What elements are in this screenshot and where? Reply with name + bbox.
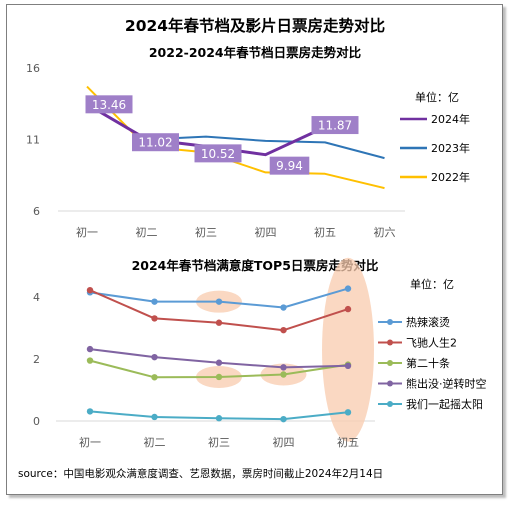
chart2-data-point [86,286,94,294]
chart1-data-label: 11.02 [138,136,172,150]
chart2-data-point [280,326,287,334]
chart2-x-tick-label: 初二 [144,435,166,449]
chart1-x-tick-label: 初二 [136,225,158,239]
chart2-legend-label: 热辣滚烫 [406,315,450,329]
chart1-x-tick-label: 初六 [374,225,396,239]
chart1-x-tick-label: 初一 [76,225,98,239]
chart2-legend-marker [387,380,393,387]
chart2-data-point [280,371,287,378]
chart2-title: 2024年春节档满意度TOP5日票房走势对比 [132,258,379,273]
chart2-y-tick-label: 4 [33,291,40,304]
chart1-data-label-box [85,95,133,114]
chart2-data-point [280,304,287,311]
chart2-data-point [215,319,223,326]
chart2-data-point [344,305,352,313]
chart1-legend-label: 2022年 [431,170,470,184]
chart2-x-tick-label: 初一 [79,435,101,449]
chart1-data-label: 11.87 [318,119,352,133]
chart1-unit: 单位：亿 [415,90,459,104]
chart2-data-point [86,357,94,364]
chart2-data-point [215,373,223,381]
chart1-y-tick-label: 16 [26,62,40,75]
chart1-x-tick-label: 初四 [255,225,277,239]
chart2-data-point [151,374,158,381]
chart1-plot: 6 11 16 初一 初二 初三 初四 初五 初六 13.46 11.02 10.52 9.94 11.8… [26,62,470,239]
chart2-legend-label: 熊出没·逆转时空 [406,377,487,391]
chart2-data-point [344,362,352,370]
chart2-data-point [280,415,287,423]
highlight-ellipse [322,257,374,442]
chart2-data-point [215,298,223,305]
chart2-data-point [86,345,94,353]
chart1-data-label: 13.46 [92,98,126,112]
chart2-legend-marker [387,360,393,366]
source-note: source：中国电影观众满意度调查、艺恩数据，票房时间截止2024年2月14日 [18,467,383,480]
chart2-y-tick-label: 0 [33,415,40,428]
chart1-y-tick-label: 11 [26,134,40,147]
chart2-data-point [151,413,158,421]
chart2-legend-marker [387,401,393,407]
chart2-data-point [215,359,223,366]
chart1-x-tick-label: 初三 [195,225,217,239]
chart1-data-label-box [311,116,359,135]
chart2-legend-marker [387,319,393,325]
chart2-legend-label: 飞驰人生2 [406,336,457,350]
chart2-legend-label: 第二十条 [406,356,450,370]
chart2-data-point [86,408,94,415]
chart2-data-point [151,315,158,322]
chart2-legend-marker [387,339,393,346]
chart1-y-tick-label: 6 [33,205,40,218]
chart2-data-point [344,409,352,416]
main-title: 2024年春节档及影片日票房走势对比 [125,16,385,35]
chart1-data-label-box [269,156,310,175]
chart1-data-label-box [194,144,242,163]
chart2-x-tick-label: 初四 [273,435,295,449]
chart1-title: 2022-2024年春节档日票房走势对比 [149,45,362,60]
chart2-legend-label: 我们一起摇太阳 [406,397,483,411]
chart1-legend-label: 2023年 [431,141,470,155]
chart2-data-point [280,364,287,371]
chart2-x-tick-label: 初五 [337,435,359,449]
chart2-y-tick-label: 2 [33,353,40,366]
chart1-data-label: 9.94 [276,159,303,173]
chart2-data-point [344,285,352,292]
chart1-data-label: 10.52 [201,147,235,161]
chart1-data-label-box [132,133,179,152]
chart1-x-tick-label: 初五 [314,225,336,239]
chart2-data-point [151,353,158,361]
chart2-unit: 单位：亿 [410,277,454,291]
chart2-data-point [151,298,158,305]
chart1-legend-label: 2024年 [431,112,470,126]
chart2-data-point [215,415,223,422]
chart2-x-tick-label: 初三 [208,435,230,449]
